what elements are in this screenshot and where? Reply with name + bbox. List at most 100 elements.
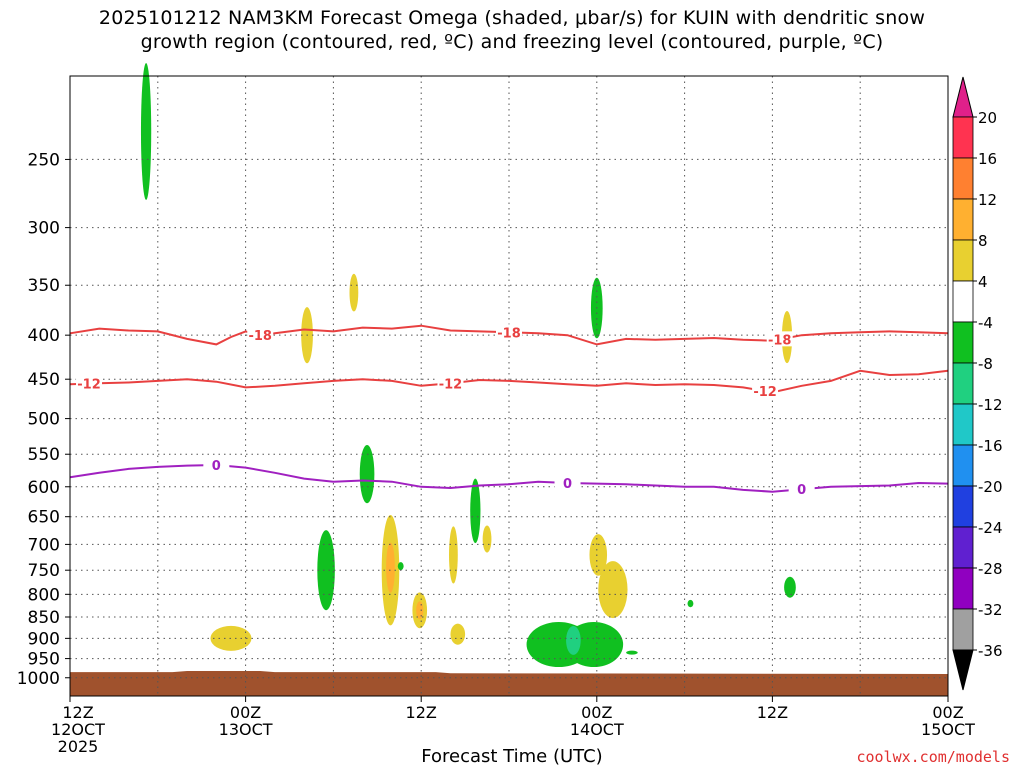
contour-line-1 <box>69 369 949 394</box>
x-tick-label-2-0: 12Z <box>406 703 437 722</box>
x-tick-label-4-0: 12Z <box>757 703 788 722</box>
contour-label-bg <box>247 327 274 343</box>
chart-title: 2025101212 NAM3KM Forecast Omega (shaded… <box>0 6 1024 54</box>
grid-layer <box>70 76 948 696</box>
contour-label-2-0: 0 <box>212 459 221 474</box>
axes-layer: 2503003504004505005506006507007508008509… <box>17 75 975 756</box>
x-tick-label-0-1: 12OCT <box>51 720 105 739</box>
contour-label-bg <box>76 375 103 391</box>
contour-label-0-2: -18 <box>768 333 792 348</box>
omega-region-1 <box>349 273 359 312</box>
y-tick-label-850: 850 <box>28 608 60 628</box>
colorbar-label-11: -28 <box>978 560 1003 578</box>
colorbar-swatch-3 <box>952 239 974 282</box>
y-tick-label-350: 350 <box>28 276 60 296</box>
y-tick-label-700: 700 <box>28 535 60 555</box>
colorbar-swatch-1 <box>952 157 974 200</box>
omega-region-14 <box>482 525 492 553</box>
colorbar-label-8: -16 <box>978 437 1003 455</box>
omega-region-13 <box>449 526 458 584</box>
omega-region-23 <box>687 599 694 608</box>
y-tick-label-750: 750 <box>28 561 60 581</box>
omega-region-21 <box>589 534 608 576</box>
chart-title-line1: 2025101212 NAM3KM Forecast Omega (shaded… <box>98 7 926 29</box>
y-tick-label-800: 800 <box>28 585 60 605</box>
colorbar-label-1: 16 <box>978 150 997 168</box>
colorbar-bottom-arrow <box>952 649 974 691</box>
y-tick-label-600: 600 <box>28 478 60 498</box>
colorbar-label-10: -24 <box>978 519 1003 537</box>
contour-label-bg <box>437 375 464 391</box>
colorbar-swatch-0 <box>952 116 974 159</box>
x-axis-title: Forecast Time (UTC) <box>421 746 603 767</box>
colorbar-swatch-12 <box>952 608 974 651</box>
omega-region-11 <box>397 562 404 571</box>
colorbar-label-4: 4 <box>978 273 988 291</box>
contour-label-bg <box>766 331 793 347</box>
ground-layer <box>70 670 948 696</box>
colorbar-label-6: -8 <box>978 355 993 373</box>
contour-label-1-0: -12 <box>77 378 101 393</box>
y-tick-label-900: 900 <box>28 629 60 649</box>
contour-label-1-2: -12 <box>753 385 777 400</box>
omega-region-24 <box>784 576 796 598</box>
colorbar-top-arrow <box>952 76 974 118</box>
contour-label-bg <box>788 481 815 497</box>
x-tick-label-0-0: 12Z <box>62 703 93 722</box>
y-tick-label-400: 400 <box>28 326 60 346</box>
colorbar-swatch-9 <box>952 485 974 528</box>
omega-region-8 <box>386 542 395 593</box>
colorbar-label-3: 8 <box>978 232 988 250</box>
omega-region-22 <box>626 650 638 655</box>
contour-label-2-2: 0 <box>797 483 806 498</box>
omega-region-19 <box>566 625 581 655</box>
omega-region-5 <box>359 445 375 504</box>
colorbar-label-5: -4 <box>978 314 993 332</box>
x-tick-label-5-0: 00Z <box>932 703 963 722</box>
colorbar-label-12: -32 <box>978 601 1003 619</box>
contour-layer: -18 -18 -18 -12 -12 -12 0 0 0 <box>69 324 949 498</box>
y-tick-label-300: 300 <box>28 219 60 239</box>
x-tick-label-3-0: 00Z <box>581 703 612 722</box>
credit-text: coolwx.com/models <box>856 748 1010 766</box>
colorbar-swatch-10 <box>952 526 974 569</box>
contour-label-bg <box>752 383 779 399</box>
colorbar-swatch-7 <box>952 403 974 446</box>
colorbar-label-13: -36 <box>978 642 1003 660</box>
colorbar-swatch-4 <box>952 280 974 323</box>
contour-label-bg <box>496 324 522 340</box>
omega-shading-layer <box>140 63 796 668</box>
x-tick-label-1-0: 00Z <box>230 703 261 722</box>
omega-region-12 <box>470 478 481 544</box>
contour-label-2-1: 0 <box>563 477 572 492</box>
y-tick-label-550: 550 <box>28 445 60 465</box>
colorbar-swatch-2 <box>952 198 974 241</box>
contour-label-0-1: -18 <box>497 326 521 341</box>
contour-label-bg <box>203 456 230 472</box>
colorbar-label-2: 12 <box>978 191 997 209</box>
omega-region-10 <box>416 601 424 620</box>
contour-label-1-1: -12 <box>439 377 463 392</box>
colorbar-swatch-6 <box>952 362 974 405</box>
omega-region-6 <box>317 530 335 611</box>
x-tick-label-3-1: 14OCT <box>570 720 624 739</box>
contour-label-0-0: -18 <box>248 329 272 344</box>
omega-region-15 <box>450 623 466 645</box>
y-tick-label-650: 650 <box>28 508 60 528</box>
colorbar-swatch-5 <box>952 321 974 364</box>
contour-label-bg <box>554 475 581 491</box>
x-tick-label-0-2: 2025 <box>58 737 99 756</box>
y-tick-label-950: 950 <box>28 650 60 670</box>
omega-region-20 <box>598 561 628 619</box>
colorbar-swatch-11 <box>952 567 974 610</box>
colorbar-swatch-8 <box>952 444 974 487</box>
y-tick-label-500: 500 <box>28 410 60 430</box>
colorbar-label-0: 20 <box>978 109 997 127</box>
ground-fill <box>70 670 948 696</box>
colorbar: 20 16 12 8 4 -4 -8 -12 -16 -20 -24 -28 -32 -36 <box>952 76 1003 691</box>
omega-region-0 <box>140 63 152 200</box>
colorbar-label-7: -12 <box>978 396 1003 414</box>
colorbar-label-9: -20 <box>978 478 1003 496</box>
y-tick-label-450: 450 <box>28 370 60 390</box>
